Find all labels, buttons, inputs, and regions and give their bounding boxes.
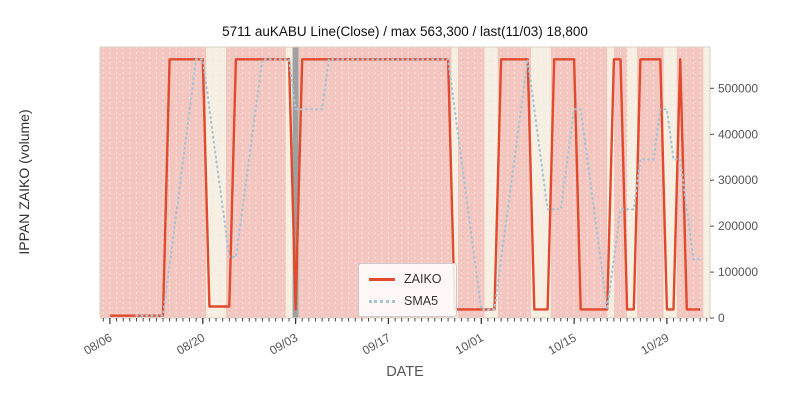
y-tick-label: 100000 bbox=[718, 265, 758, 279]
legend-label-zaiko: ZAIKO bbox=[404, 272, 442, 286]
y-tick-label: 300000 bbox=[718, 173, 758, 187]
sma5-line bbox=[135, 58, 702, 317]
y-tick-label: 200000 bbox=[718, 219, 758, 233]
x-tick-label: 08/20 bbox=[174, 330, 207, 357]
shaded-band bbox=[100, 47, 207, 318]
x-tick-label: 10/01 bbox=[453, 330, 486, 357]
legend-item-zaiko: ZAIKO bbox=[369, 272, 442, 286]
holiday-band bbox=[292, 47, 299, 318]
legend-label-sma5: SMA5 bbox=[404, 294, 439, 308]
y-tick-label: 0 bbox=[718, 311, 725, 325]
zaiko-line-swatch bbox=[369, 277, 395, 281]
shaded-band bbox=[637, 47, 664, 318]
y-tick-label: 400000 bbox=[718, 127, 758, 141]
x-tick-label: 09/17 bbox=[360, 330, 393, 357]
chart-title: 5711 auKABU Line(Close) / max 563,300 / … bbox=[222, 24, 588, 39]
zaiko-line bbox=[109, 58, 701, 317]
x-tick-label: 10/15 bbox=[546, 330, 579, 357]
legend: ZAIKO SMA5 bbox=[358, 263, 457, 317]
x-tick-label: 09/03 bbox=[267, 330, 300, 357]
shaded-band bbox=[458, 47, 485, 318]
x-tick-label: 10/29 bbox=[638, 330, 671, 357]
y-tick-label: 500000 bbox=[718, 81, 758, 95]
sma5-line-swatch bbox=[369, 299, 395, 303]
x-tick-label: 08/06 bbox=[81, 330, 114, 357]
y-axis-label: IPPAN ZAIKO (volume) bbox=[16, 109, 32, 255]
legend-item-sma5: SMA5 bbox=[369, 294, 442, 308]
x-axis-label: DATE bbox=[386, 364, 424, 380]
